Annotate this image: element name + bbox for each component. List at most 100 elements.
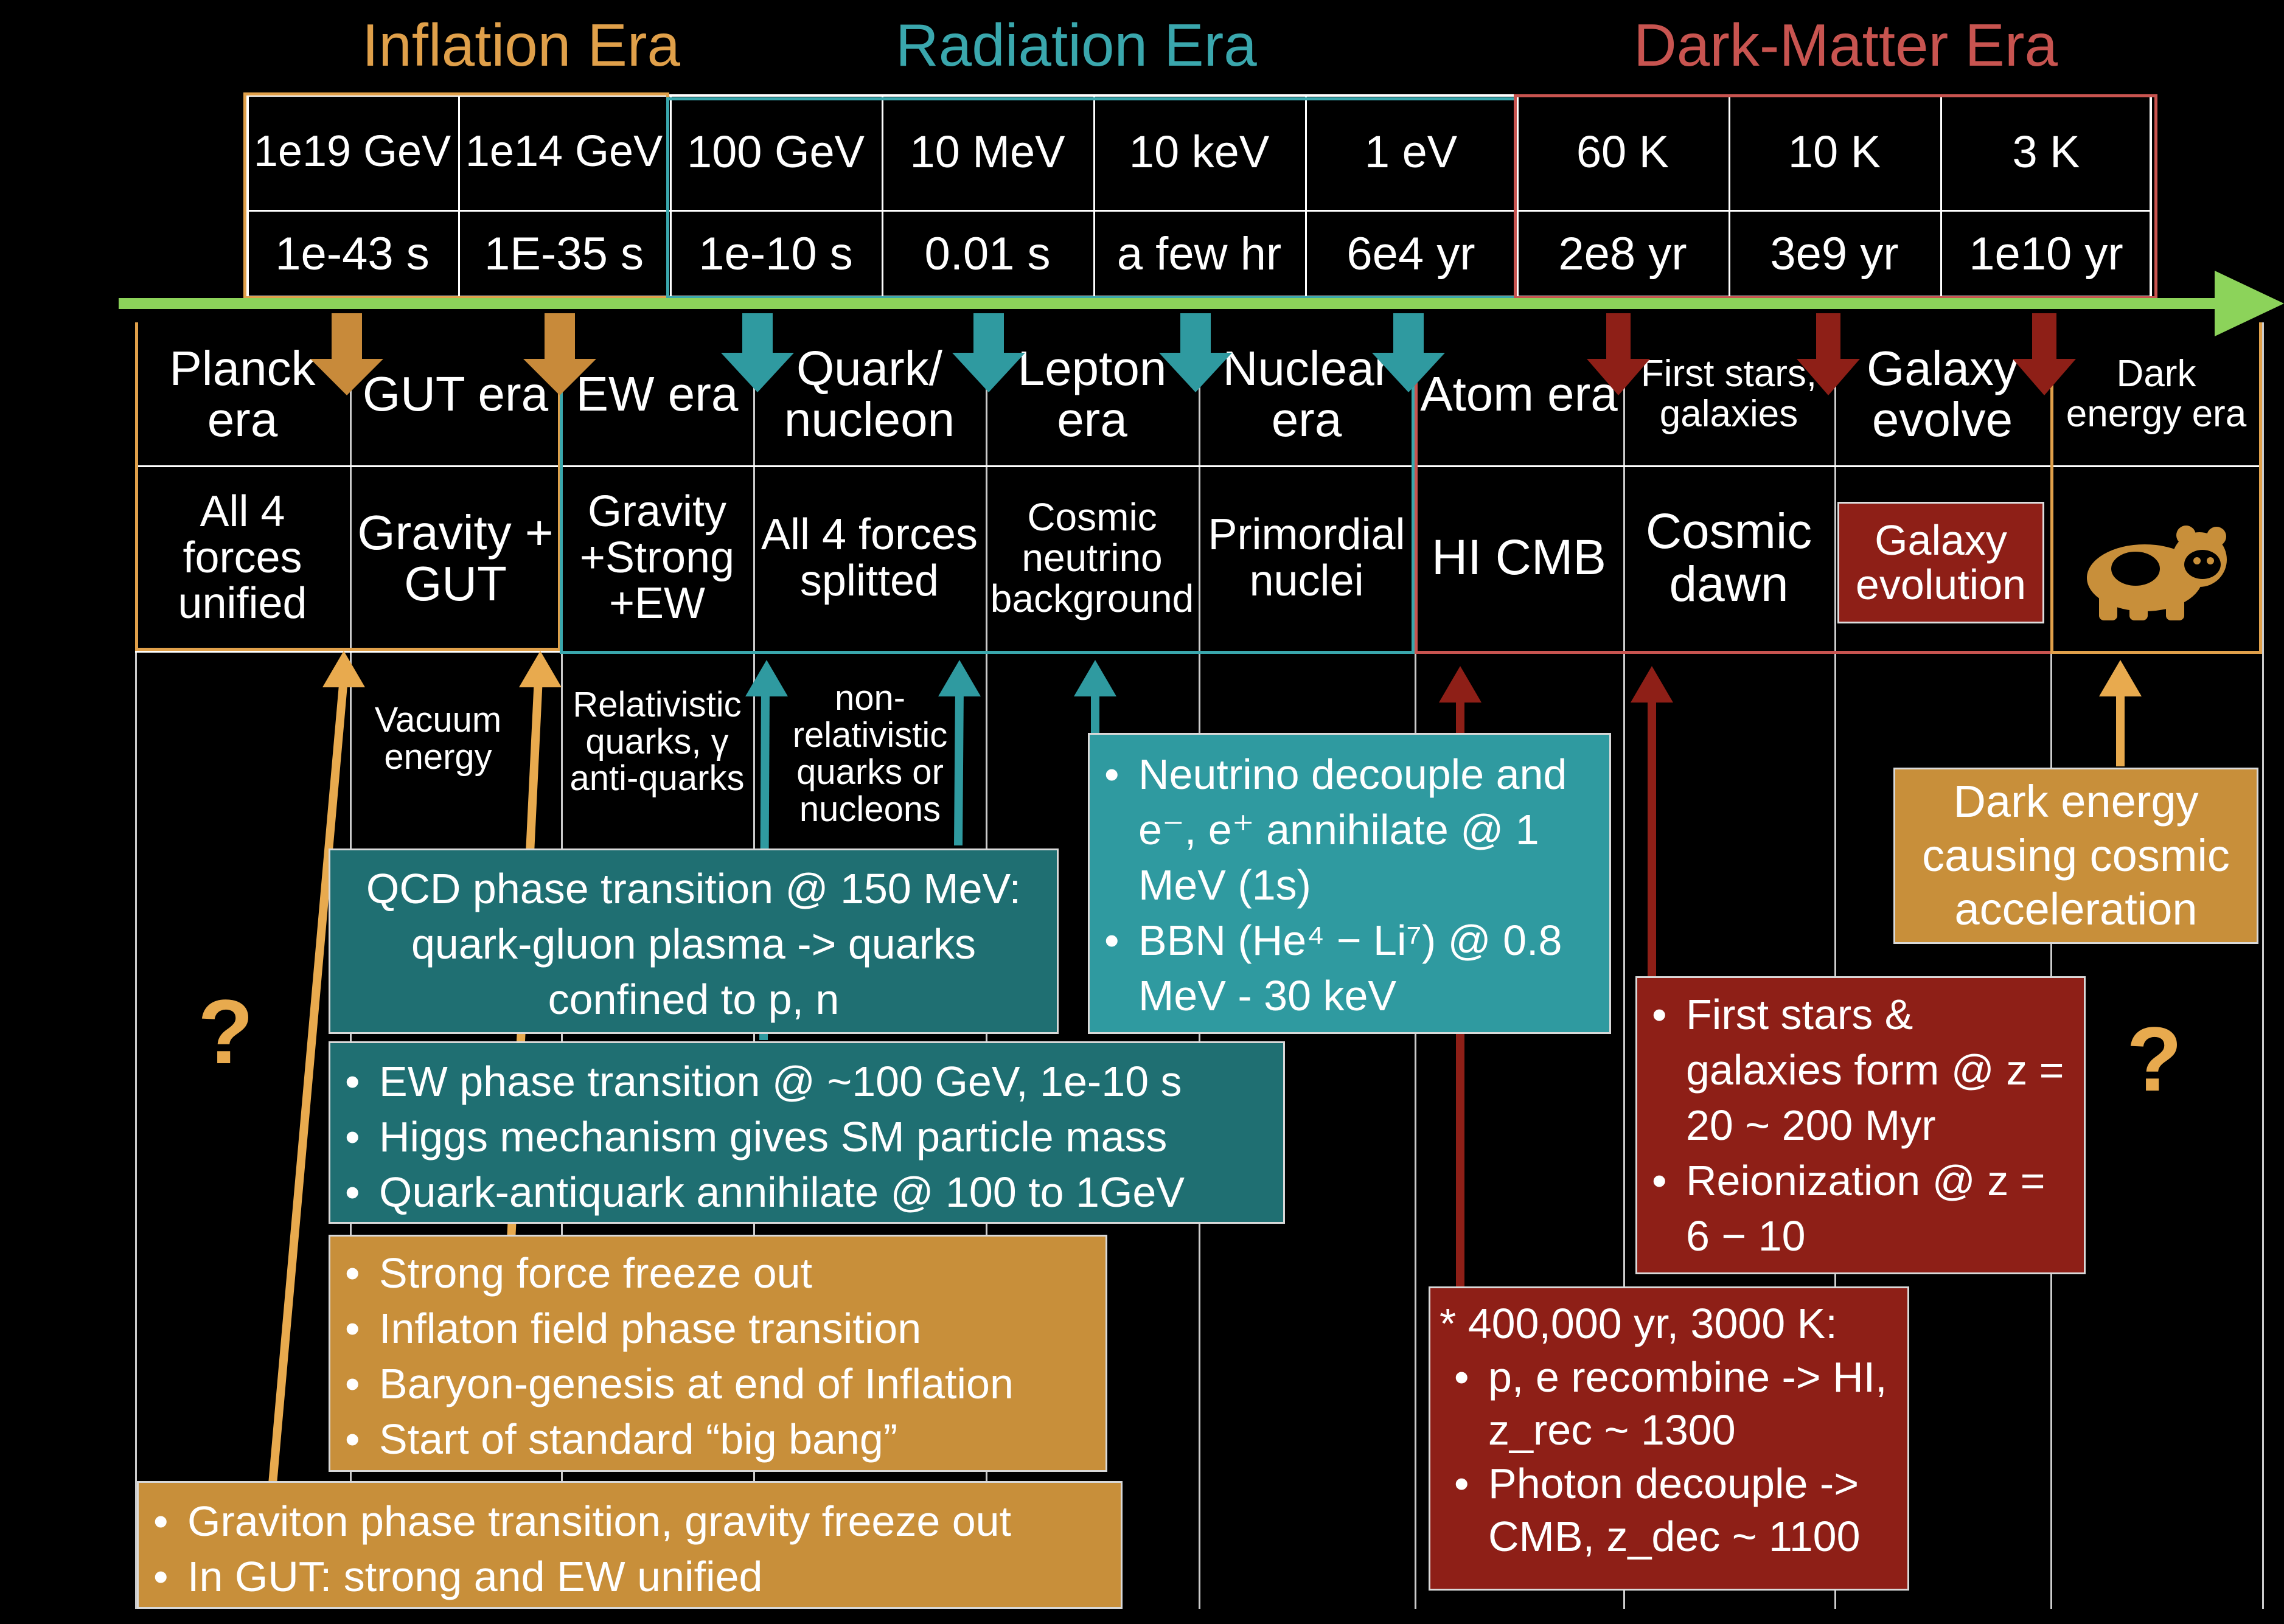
inflation-bullet-3: Baryon-genesis at end of Inflation	[330, 1356, 1105, 1412]
right-question-mark: ?	[2126, 1008, 2182, 1110]
time-cell: 1e-43 s	[275, 227, 430, 280]
epoch-name: Dark energy era	[2066, 353, 2247, 435]
epoch-column-divider	[2262, 322, 2264, 1609]
energy-cell: 60 K	[1576, 127, 1669, 178]
inflation-era-title: Inflation Era	[362, 12, 680, 78]
qcd-line-3: confined to p, n	[548, 976, 840, 1023]
ew-bullet-1: EW phase transition @ ~100 GeV, 1e-10 s	[330, 1054, 1283, 1109]
galaxy-evolution-badge: Galaxy evolution	[1837, 502, 2044, 623]
top-table-col-divider	[458, 94, 460, 298]
qcd-line-1: QCD phase transition @ 150 MeV:	[366, 865, 1022, 912]
top-table-col-divider	[1093, 94, 1095, 298]
dark-energy-text: Dark energy causing cosmic acceleration	[1922, 776, 2230, 935]
energy-cell: 10 K	[1788, 127, 1881, 178]
epoch-row-divider	[135, 465, 2262, 467]
non-relativistic-note: non-relativistic quarks or nucleons	[792, 678, 948, 829]
dark-matter-bracket-top	[1514, 94, 2157, 299]
epoch-description: Gravity + GUT	[357, 505, 554, 611]
epoch-column-divider	[1623, 322, 1625, 1609]
epoch-description: Primordial nuclei	[1208, 510, 1405, 605]
time-cell: 1e10 yr	[1969, 227, 2123, 280]
top-table-row-divider	[246, 210, 2152, 212]
graviton-bullet-1: Graviton phase transition, gravity freez…	[139, 1494, 1121, 1549]
epoch-column-divider	[135, 322, 137, 1609]
epoch-name: EW era	[576, 366, 739, 421]
time-cell: 3e9 yr	[1770, 227, 1899, 280]
neutrino-box: Neutrino decouple and e⁻, e⁺ annihilate …	[1088, 733, 1611, 1034]
panda-icon	[2087, 526, 2227, 620]
inflation-bracket-grid	[135, 322, 561, 651]
relativistic-quarks-note: Relativistic quarks, γ anti-quarks	[557, 681, 757, 803]
top-table-col-divider	[1729, 94, 1730, 298]
inflation-bullet-2: Inflaton field phase transition	[330, 1301, 1105, 1356]
time-cell: a few hr	[1116, 227, 1282, 280]
recombination-bullet-2: Photon decouple -> CMB, z_dec ~ 1100	[1440, 1457, 1895, 1564]
teal-down-arrows	[721, 313, 1445, 392]
epoch-name: Quark/ nucleon	[784, 341, 955, 446]
epoch-description: All 4 forces unified	[178, 487, 307, 628]
epoch-name: Galaxy evolve	[1867, 341, 2018, 446]
energy-cell: 1e19 GeV	[253, 127, 451, 176]
epoch-description: HI CMB	[1432, 530, 1606, 586]
time-cell: 1E-35 s	[484, 227, 644, 280]
energy-cell: 3 K	[2012, 127, 2080, 178]
epoch-name: GUT era	[362, 366, 549, 421]
epoch-column-divider	[2050, 322, 2052, 1609]
left-question-mark: ?	[198, 980, 254, 1083]
neutrino-bullet-2: BBN (He⁴ − Li⁷) @ 0.8 MeV - 30 keV	[1090, 913, 1597, 1024]
first-stars-bullet-1: First stars & galaxies form @ z = 20 ~ 2…	[1637, 987, 2072, 1153]
time-cell: 0.01 s	[924, 227, 1051, 280]
time-cell: 2e8 yr	[1558, 227, 1687, 280]
epoch-column-divider	[1834, 322, 1836, 1609]
vacuum-energy-note: Vacuum energy	[374, 700, 502, 777]
galaxy-badge-label: Galaxy evolution	[1855, 516, 2027, 608]
recombination-bullet-1: p, e recombine -> HI, z_rec ~ 1300	[1440, 1351, 1895, 1457]
top-table-col-divider	[670, 94, 672, 298]
dark-energy-box: Dark energy causing cosmic acceleration	[1893, 768, 2258, 944]
energy-cell: 10 MeV	[910, 127, 1065, 178]
ew-bullet-2: Higgs mechanism gives SM particle mass	[330, 1109, 1283, 1165]
top-table-col-divider	[1517, 94, 1519, 298]
red-down-arrows	[1587, 313, 2076, 395]
recombination-box: * 400,000 yr, 3000 K: p, e recombine -> …	[1429, 1286, 1909, 1591]
neutrino-bullet-1: Neutrino decouple and e⁻, e⁺ annihilate …	[1090, 747, 1597, 913]
time-axis	[119, 298, 2224, 309]
energy-cell: 1e14 GeV	[465, 127, 663, 176]
top-table-col-divider	[882, 94, 883, 298]
epoch-description: Gravity +Strong +EW	[579, 487, 735, 628]
energy-cell: 1 eV	[1364, 127, 1458, 178]
epoch-description: Cosmic neutrino background	[990, 494, 1194, 621]
qcd-line-2: quark-gluon plasma -> quarks	[411, 920, 976, 968]
dark-matter-era-title: Dark-Matter Era	[1634, 12, 2058, 78]
inflation-box: Strong force freeze out Inflaton field p…	[329, 1235, 1107, 1472]
inflation-bullet-4: Start of standard “big bang”	[330, 1412, 1105, 1467]
radiation-era-title: Radiation Era	[896, 12, 1257, 78]
time-cell: 6e4 yr	[1346, 227, 1475, 280]
radiation-bracket-grid	[560, 322, 1415, 654]
epoch-name: Nuclear era	[1222, 341, 1391, 446]
ew-box: EW phase transition @ ~100 GeV, 1e-10 s …	[329, 1041, 1285, 1224]
inflation-bullet-1: Strong force freeze out	[330, 1246, 1105, 1301]
energy-cell: 100 GeV	[686, 127, 865, 178]
epoch-description: Cosmic dawn	[1645, 504, 1812, 612]
epoch-name: First stars, galaxies	[1640, 353, 1817, 435]
relativistic-text: Relativistic quarks, γ anti-quarks	[569, 684, 745, 799]
qcd-box: QCD phase transition @ 150 MeV: quark-gl…	[329, 848, 1059, 1034]
time-axis-arrowhead	[2215, 271, 2284, 336]
first-stars-box: First stars & galaxies form @ z = 20 ~ 2…	[1635, 976, 2086, 1274]
energy-cell: 10 keV	[1129, 127, 1270, 178]
epoch-name: Atom era	[1420, 366, 1618, 421]
epoch-name: Planck era	[169, 341, 316, 446]
orange-down-arrows	[310, 313, 596, 395]
ew-bullet-3: Quark-antiquark annihilate @ 100 to 1GeV	[330, 1165, 1283, 1220]
graviton-bullet-2: In GUT: strong and EW unified	[139, 1549, 1121, 1605]
recombination-heading: * 400,000 yr, 3000 K:	[1440, 1300, 1837, 1347]
dark-energy-bracket-grid	[2050, 322, 2262, 654]
top-table-col-divider	[1940, 94, 1942, 298]
graviton-box: Graviton phase transition, gravity freez…	[137, 1481, 1123, 1609]
epoch-name: Lepton era	[1017, 341, 1167, 446]
epoch-description: All 4 forces splitted	[761, 510, 978, 605]
first-stars-bullet-2: Reionization @ z = 6 − 10	[1637, 1153, 2072, 1264]
time-cell: 1e-10 s	[698, 227, 853, 280]
top-table-col-divider	[1305, 94, 1307, 298]
